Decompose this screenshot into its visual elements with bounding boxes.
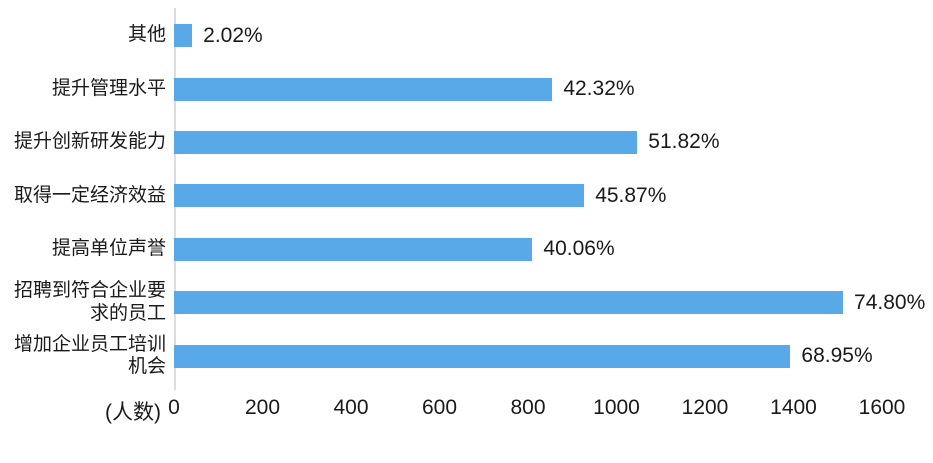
x-axis-unit-label: (人数) (105, 401, 161, 424)
bar-track: 42.32% (174, 62, 882, 115)
bar-track: 74.80% (174, 276, 925, 329)
bar-track: 68.95% (174, 329, 882, 382)
value-label: 42.32% (563, 77, 635, 101)
bar (174, 77, 553, 101)
value-label: 45.87% (595, 183, 667, 207)
x-tick-label: 0 (168, 396, 180, 419)
bar-row: 提升管理水平 42.32% (0, 62, 882, 115)
value-label: 40.06% (543, 237, 615, 261)
bar-track: 51.82% (174, 116, 882, 169)
plot-area: 其他 2.02% 提升管理水平 42.32% 提升创新研发能力 51.82% 取得一定经济效… (0, 9, 925, 383)
bar-row: 招聘到符合企业要 求的员工 74.80% (0, 276, 925, 329)
category-label: 招聘到符合企业要 求的员工 (13, 280, 166, 324)
bar (174, 291, 844, 315)
bar (174, 237, 533, 261)
x-tick-label: 400 (333, 396, 369, 419)
category-label: 其他 (127, 24, 166, 46)
category-label: 提升创新研发能力 (13, 131, 166, 153)
x-axis: (人数) 0 200 400 600 800 1000 1200 1400 1600 (0, 394, 933, 424)
category-label: 取得一定经济效益 (13, 184, 166, 206)
bar-row: 增加企业员工培训 机会 68.95% (0, 329, 882, 382)
bar-row: 取得一定经济效益 45.87% (0, 169, 882, 222)
x-tick-label: 1600 (858, 396, 906, 419)
x-tick-label: 1400 (770, 396, 817, 419)
bar-track: 40.06% (174, 223, 882, 276)
category-label: 提高单位声誉 (51, 238, 166, 260)
bar (174, 184, 585, 208)
x-tick-label: 1000 (593, 396, 640, 419)
value-label: 2.02% (203, 23, 263, 47)
bar (174, 24, 193, 48)
bar-track: 2.02% (174, 9, 882, 62)
bar (174, 344, 791, 368)
value-label: 74.80% (854, 290, 926, 314)
value-label: 51.82% (648, 130, 720, 154)
x-tick-label: 1200 (681, 396, 729, 419)
category-label: 提升管理水平 (51, 77, 166, 99)
bar-row: 提高单位声誉 40.06% (0, 223, 882, 276)
bar-row: 其他 2.02% (0, 9, 882, 62)
value-label: 68.95% (801, 344, 873, 368)
bar (174, 130, 638, 154)
x-tick-label: 800 (510, 396, 546, 419)
x-tick-label: 600 (421, 396, 458, 419)
bar-track: 45.87% (174, 169, 882, 222)
x-tick-label: 200 (244, 396, 281, 419)
category-label: 增加企业员工培训 机会 (13, 333, 166, 378)
bar-row: 提升创新研发能力 51.82% (0, 116, 882, 169)
